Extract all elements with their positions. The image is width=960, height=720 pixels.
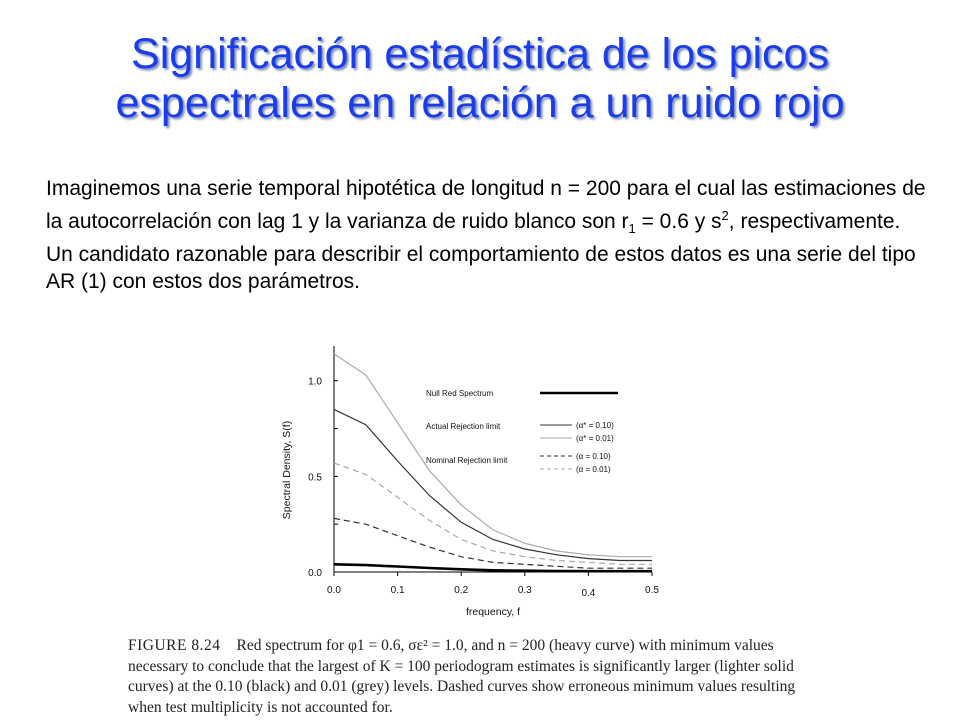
x-axis-label: frequency, f (466, 606, 520, 618)
series-line-4 (333, 462, 652, 565)
title-line-1: Significación estadística de los picos (131, 30, 829, 78)
series-line-3 (333, 517, 652, 569)
legend-entry-1: (α* = 0.10) (576, 421, 614, 430)
legend-entry-2: (α* = 0.01) (576, 434, 614, 443)
caption-text: Red spectrum for φ1 = 0.6, σε² = 1.0, an… (128, 637, 796, 716)
y-tick-label: 0.5 (308, 472, 322, 483)
chart-svg: 0.0 0.1 0.2 0.3 0.4 0.5 0.0 0.5 1.0 frequency, f S… (281, 346, 659, 618)
x-tick-label: 0.5 (645, 585, 659, 596)
subscript-1: 1 (628, 220, 636, 236)
legend-header-nominal: Nominal Rejection limit (426, 456, 508, 465)
legend-header-null: Null Red Spectrum (426, 389, 493, 398)
spectrum-chart: 0.0 0.1 0.2 0.3 0.4 0.5 0.0 0.5 1.0 frequency, f S… (270, 340, 670, 625)
x-tick-label: 0.4 (581, 588, 595, 599)
x-tick-label: 0.1 (391, 585, 405, 596)
series-line-1 (333, 408, 652, 562)
x-tick-label: 0.2 (454, 585, 468, 596)
series-line-2 (333, 353, 652, 558)
body-paragraph: Imaginemos una serie temporal hipotética… (46, 176, 926, 295)
y-tick-label: 0.0 (308, 568, 322, 579)
series-line-0 (333, 563, 652, 573)
y-axis-label: Spectral Density, S(f) (281, 421, 293, 519)
superscript-2: 2 (721, 207, 729, 223)
x-tick-label: 0.0 (327, 585, 341, 596)
paragraph-segment-3: , respectivamente. Un candidato razonabl… (46, 209, 916, 293)
paragraph-segment-1: Imaginemos una serie temporal hipotética… (46, 177, 926, 233)
y-tick-label: 1.0 (308, 377, 322, 388)
paragraph-segment-2: = 0.6 y s (635, 209, 722, 233)
legend-header-actual: Actual Rejection limit (426, 422, 501, 431)
legend-entry-4: (α = 0.01) (576, 465, 611, 474)
title-line-2: espectrales en relación a un ruido rojo (115, 79, 845, 127)
slide-title: Significación estadística de los picos e… (0, 30, 960, 128)
figure-caption: FIGURE 8.24 Red spectrum for φ1 = 0.6, σε… (128, 636, 828, 718)
legend-entry-3: (α = 0.10) (576, 452, 611, 461)
caption-label: FIGURE 8.24 (128, 637, 221, 654)
x-tick-label: 0.3 (518, 585, 532, 596)
